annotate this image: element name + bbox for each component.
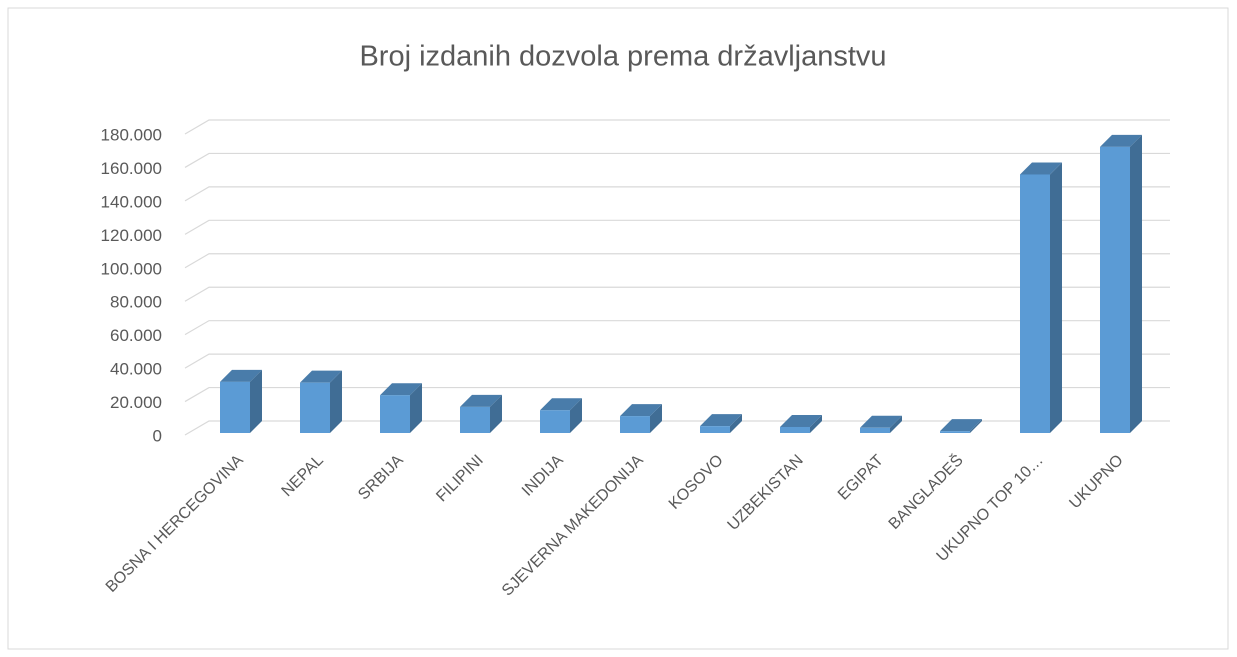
bar-side <box>1050 162 1062 433</box>
bar-top <box>620 404 662 417</box>
y-tick-label: 0 <box>153 426 162 445</box>
bar-top <box>1020 162 1062 175</box>
y-tick-label: 120.000 <box>101 226 162 245</box>
bar <box>220 381 250 433</box>
grid-line <box>184 420 1170 436</box>
bar <box>540 410 570 433</box>
bar-top <box>540 398 582 411</box>
bar-top <box>780 414 822 427</box>
grid-line <box>184 286 1170 302</box>
bar <box>460 406 490 433</box>
y-tick-label: 140.000 <box>101 192 162 211</box>
bar-side <box>890 415 902 433</box>
bar-side <box>330 370 342 433</box>
grid-line <box>184 386 1170 403</box>
y-tick-label: 40.000 <box>110 360 162 379</box>
bar-top <box>460 394 502 407</box>
grid-line <box>184 186 1170 202</box>
grid-line <box>184 253 1170 269</box>
bar <box>700 426 730 433</box>
bar <box>300 382 330 433</box>
y-tick-label: 100.000 <box>101 259 162 278</box>
y-tick-label: 20.000 <box>110 393 162 412</box>
bar <box>780 426 810 433</box>
bar-side <box>250 369 262 433</box>
grid-line <box>184 119 1170 135</box>
bar-side <box>410 383 422 433</box>
grid-line <box>184 152 1170 168</box>
bar-top <box>220 369 262 382</box>
bar-top <box>860 415 902 428</box>
bar-side <box>650 404 662 433</box>
bar-side <box>490 394 502 433</box>
bar <box>860 427 890 433</box>
chart-title: Broj izdanih dozvola prema državljanstvu <box>359 41 886 73</box>
bar-top <box>1100 134 1142 147</box>
y-tick-label: 180.000 <box>101 125 162 144</box>
bar-top <box>940 419 982 432</box>
grid-line <box>184 320 1170 336</box>
bar-side <box>810 414 822 433</box>
grid-line <box>184 353 1170 369</box>
bar <box>380 395 410 433</box>
y-tick-label: 60.000 <box>110 326 162 345</box>
bar-top <box>300 370 342 383</box>
bar-side <box>570 398 582 433</box>
bar <box>620 416 650 433</box>
bar-side <box>970 419 982 433</box>
y-tick-label: 80.000 <box>110 293 162 312</box>
grid-line <box>184 219 1170 235</box>
bar-top <box>380 383 422 396</box>
bar-top <box>700 414 742 427</box>
y-tick-label: 160.000 <box>101 159 162 178</box>
bar <box>1100 146 1130 433</box>
bar-side <box>730 414 742 433</box>
bar <box>940 431 970 433</box>
bar <box>1020 174 1050 433</box>
bar-side <box>1130 134 1142 433</box>
